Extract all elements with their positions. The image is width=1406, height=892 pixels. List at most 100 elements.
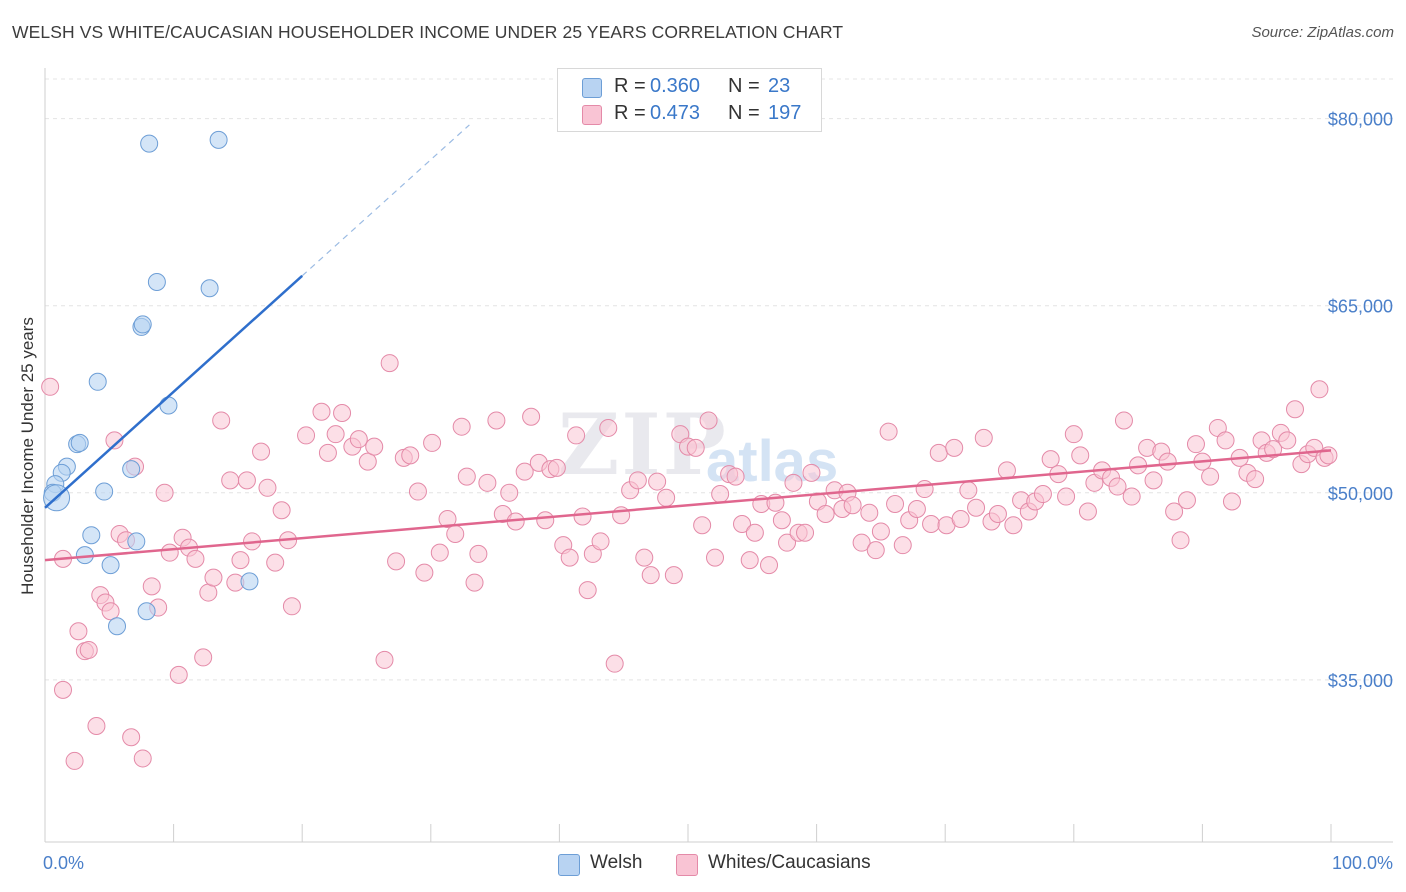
- data-point-whites: [635, 548, 654, 567]
- data-point-whites: [212, 411, 231, 430]
- data-point-whites: [54, 680, 73, 699]
- data-point-whites: [160, 543, 179, 562]
- data-point-whites: [967, 498, 986, 517]
- data-point-whites: [843, 496, 862, 515]
- data-point-whites: [387, 552, 406, 571]
- data-point-whites: [349, 430, 368, 449]
- series-whites-points: [41, 354, 1338, 770]
- data-point-whites: [852, 533, 871, 552]
- data-point-welsh: [200, 279, 219, 298]
- data-point-whites: [1071, 446, 1090, 465]
- data-point-whites: [1222, 492, 1241, 511]
- data-point-whites: [929, 443, 948, 462]
- legend-swatch-welsh: [582, 78, 602, 98]
- data-point-whites: [252, 442, 271, 461]
- data-point-whites: [699, 411, 718, 430]
- data-point-whites: [951, 509, 970, 528]
- data-point-whites: [1264, 440, 1283, 459]
- data-point-welsh: [147, 273, 166, 292]
- data-point-whites: [446, 524, 465, 543]
- data-point-whites: [122, 728, 141, 747]
- data-point-whites: [959, 481, 978, 500]
- data-point-whites: [87, 717, 106, 736]
- data-point-whites: [1114, 411, 1133, 430]
- data-point-whites: [430, 543, 449, 562]
- data-point-whites: [41, 377, 60, 396]
- data-point-whites: [500, 483, 519, 502]
- data-point-whites: [1033, 485, 1052, 504]
- y-tick-label: $35,000: [1328, 671, 1393, 691]
- legend-r-label: R =: [614, 75, 646, 97]
- data-point-whites: [438, 509, 457, 528]
- data-point-whites: [693, 516, 712, 535]
- data-point-whites: [1216, 431, 1235, 450]
- legend-r-value: 0.360: [650, 75, 701, 97]
- data-point-whites: [194, 648, 213, 667]
- data-point-whites: [567, 426, 586, 445]
- data-point-whites: [922, 514, 941, 533]
- data-point-whites: [487, 411, 506, 430]
- data-point-whites: [802, 463, 821, 482]
- bottom-legend-label-whites: Whites/Caucasians: [708, 852, 871, 873]
- data-point-whites: [237, 471, 256, 490]
- data-point-welsh: [70, 433, 89, 452]
- data-point-whites: [1057, 487, 1076, 506]
- data-point-whites: [871, 522, 890, 541]
- data-point-whites: [740, 551, 759, 570]
- series-welsh-points: [43, 130, 259, 636]
- data-point-whites: [1078, 502, 1097, 521]
- data-point-whites: [547, 458, 566, 477]
- axes: [44, 68, 1393, 843]
- data-point-whites: [358, 452, 377, 471]
- data-point-whites: [101, 602, 120, 621]
- data-point-whites: [536, 511, 555, 530]
- data-point-whites: [974, 428, 993, 447]
- data-point-whites: [778, 533, 797, 552]
- legend-n-value: 23: [768, 75, 791, 97]
- data-point-whites: [478, 473, 497, 492]
- data-point-welsh: [82, 526, 101, 545]
- data-point-whites: [375, 650, 394, 669]
- data-point-whites: [408, 482, 427, 501]
- data-point-whites: [578, 581, 597, 600]
- data-point-whites: [599, 418, 618, 437]
- data-point-whites: [733, 514, 752, 533]
- data-point-whites: [515, 462, 534, 481]
- data-point-whites: [365, 437, 384, 456]
- data-point-whites: [760, 556, 779, 575]
- data-point-whites: [522, 407, 541, 426]
- data-point-whites: [886, 495, 905, 514]
- data-point-whites: [318, 443, 337, 462]
- data-point-whites: [628, 471, 647, 490]
- legend-n-value: 197: [768, 102, 802, 124]
- y-tick-label: $65,000: [1328, 297, 1393, 317]
- x-tick-label-max: 100.0%: [1332, 853, 1393, 873]
- data-point-whites: [796, 523, 815, 542]
- data-point-whites: [745, 523, 764, 542]
- data-point-whites: [1144, 471, 1163, 490]
- data-point-whites: [333, 403, 352, 422]
- data-point-whites: [79, 640, 98, 659]
- data-point-whites: [258, 478, 277, 497]
- data-point-welsh: [159, 396, 178, 415]
- data-point-whites: [282, 597, 301, 616]
- data-point-whites: [573, 507, 592, 526]
- data-point-whites: [297, 426, 316, 445]
- data-point-whites: [907, 500, 926, 519]
- data-point-whites: [155, 483, 174, 502]
- data-point-welsh: [137, 602, 156, 621]
- data-point-whites: [1165, 502, 1184, 521]
- data-point-welsh: [140, 134, 159, 153]
- bottom-legend-swatch-whites: [676, 854, 698, 876]
- data-point-whites: [1122, 487, 1141, 506]
- y-tick-label: $50,000: [1328, 484, 1393, 504]
- legend-n-label: N =: [728, 102, 760, 124]
- data-point-whites: [915, 480, 934, 499]
- legend-n-label: N =: [728, 75, 760, 97]
- data-point-whites: [169, 665, 188, 684]
- data-point-whites: [1041, 450, 1060, 469]
- data-point-whites: [784, 473, 803, 492]
- data-point-welsh: [108, 617, 127, 636]
- legend-swatch-whites: [582, 105, 602, 125]
- data-point-whites: [133, 749, 152, 768]
